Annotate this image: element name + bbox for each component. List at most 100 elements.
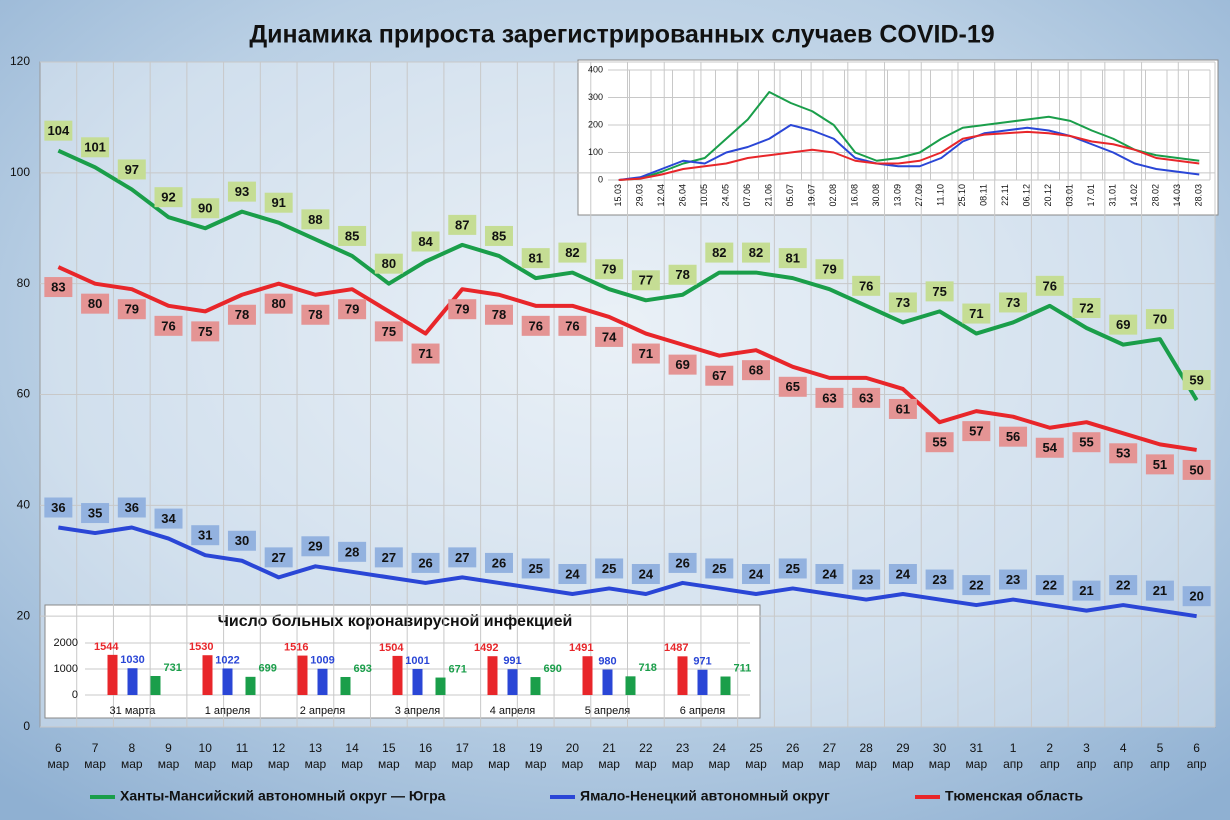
data-label-box	[631, 564, 660, 584]
bar	[677, 656, 688, 695]
data-label: 68	[749, 363, 763, 378]
data-label: 82	[712, 245, 726, 260]
data-label: 1487	[664, 642, 688, 654]
x-tick-label: 5 апреля	[585, 705, 631, 717]
x-tick-label: 06.12	[1022, 184, 1032, 207]
data-label-box	[484, 304, 513, 325]
data-label: 1009	[310, 655, 334, 667]
x-tick-label: 27 мар	[819, 741, 841, 771]
x-tick-label: 9 мар	[158, 741, 180, 771]
x-tick-label: 29 мар	[892, 741, 914, 771]
data-label-box	[521, 248, 550, 269]
data-label-box	[521, 558, 550, 579]
data-label-box	[925, 432, 954, 453]
data-label: 104	[48, 123, 70, 138]
data-label-box	[117, 497, 146, 518]
data-label-box	[154, 508, 183, 529]
data-label: 85	[492, 228, 506, 243]
bar	[625, 676, 636, 695]
data-label-box	[1145, 580, 1174, 601]
data-label-box	[1072, 298, 1101, 318]
data-label-box	[227, 181, 256, 202]
data-label-box	[815, 387, 844, 408]
data-label: 23	[1006, 572, 1020, 587]
data-label: 1530	[189, 641, 213, 653]
data-label-box	[1145, 454, 1174, 475]
bar	[340, 676, 351, 695]
data-label: 26	[418, 555, 432, 570]
data-label: 73	[1006, 295, 1020, 310]
bar	[582, 656, 593, 695]
x-tick-label: 25.10	[957, 184, 967, 207]
x-tick-label: 26.04	[678, 184, 688, 207]
data-label-box	[631, 343, 660, 364]
data-label-box	[778, 248, 807, 269]
x-tick-label: 16.08	[850, 184, 860, 207]
y-tick-label: 400	[588, 64, 603, 74]
data-label-box	[411, 343, 440, 364]
x-tick-label: 21 мар	[598, 741, 620, 771]
x-tick-label: 11.10	[936, 184, 946, 206]
x-tick-label: 20 мар	[562, 741, 584, 771]
data-label: 693	[354, 663, 372, 675]
data-label: 24	[749, 566, 764, 581]
data-label: 79	[602, 262, 616, 277]
x-tick-label: 28.02	[1151, 184, 1161, 207]
data-label-box	[1109, 314, 1138, 335]
data-label: 27	[271, 550, 285, 565]
bar	[602, 669, 613, 695]
data-label-box	[1035, 575, 1064, 596]
x-tick-label: 13 мар	[305, 741, 327, 771]
data-label: 690	[544, 663, 562, 675]
data-label-box	[815, 564, 844, 584]
bar	[317, 668, 328, 695]
x-tick-label: 10 мар	[194, 741, 216, 771]
x-tick-label: 31 марта	[110, 705, 157, 717]
data-label-box	[962, 575, 991, 596]
bar	[530, 677, 541, 695]
data-label: 56	[1006, 429, 1020, 444]
data-label: 1492	[474, 642, 498, 654]
data-label-box	[301, 209, 330, 230]
data-label-box	[668, 552, 697, 573]
data-label-box	[484, 225, 513, 246]
line	[618, 130, 1200, 181]
data-label: 26	[492, 555, 506, 570]
x-tick-label: 17 мар	[451, 741, 473, 771]
data-label: 27	[382, 550, 396, 565]
data-label-box	[668, 354, 697, 375]
data-label: 25	[602, 561, 616, 576]
x-tick-label: 19.07	[807, 184, 817, 207]
data-label-box	[631, 270, 660, 291]
data-label-box	[448, 547, 477, 568]
data-label-box	[227, 304, 256, 325]
line	[57, 265, 1197, 452]
data-label: 91	[271, 195, 285, 210]
data-label: 74	[602, 329, 617, 344]
data-label-box	[154, 187, 183, 208]
y-tick-label: 0	[23, 719, 30, 733]
data-label-box	[1145, 309, 1174, 330]
x-tick-label: 14.03	[1172, 184, 1182, 207]
data-label: 25	[528, 561, 542, 576]
data-label: 78	[675, 267, 689, 282]
data-label: 71	[418, 346, 432, 361]
bar	[435, 677, 446, 695]
data-label-box	[264, 547, 293, 568]
data-label-box	[301, 304, 330, 325]
data-label-box	[705, 558, 734, 579]
x-tick-label: 30.08	[871, 184, 881, 207]
x-tick-label: 12.04	[656, 184, 666, 207]
bar	[392, 655, 403, 695]
data-label: 83	[51, 279, 65, 294]
x-tick-label: 15 мар	[378, 741, 400, 771]
data-label: 971	[693, 656, 711, 668]
line	[618, 124, 1200, 181]
x-tick-label: 5 апр	[1150, 741, 1170, 771]
y-tick-label: 0	[598, 174, 603, 184]
data-label-box	[925, 281, 954, 302]
data-label: 55	[1079, 435, 1093, 450]
y-tick-label: 2000	[54, 637, 78, 649]
x-tick-label: 27.09	[914, 184, 924, 207]
